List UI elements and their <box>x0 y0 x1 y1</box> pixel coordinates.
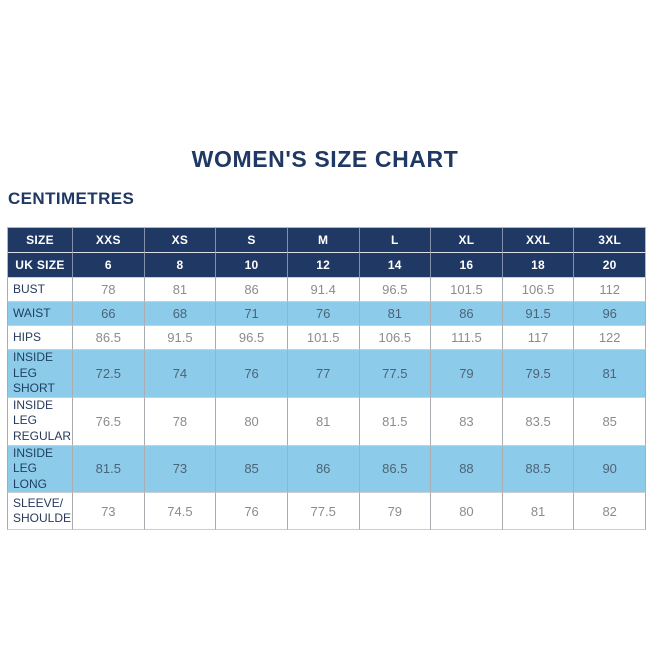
measurement-value-cell: 80 <box>216 397 288 446</box>
measurement-value-cell: 117 <box>502 326 575 350</box>
size-column-header: 3XL <box>574 227 646 253</box>
measurement-value-cell: 81 <box>287 397 360 446</box>
uk-size-value: 6 <box>73 253 145 278</box>
measurement-value-cell: 101.5 <box>431 278 503 302</box>
measurement-value-cell: 86.5 <box>359 445 432 494</box>
measurement-row: INSIDE LEG REGULAR 76.5 78 80 81 81.5 83 83.5 85 <box>7 397 646 446</box>
measurement-value-cell: 81.5 <box>359 397 432 446</box>
measurement-value-cell: 81 <box>502 493 575 531</box>
measurement-value-cell: 74.5 <box>144 493 217 531</box>
measurement-value-cell: 79.5 <box>502 350 575 398</box>
measurement-value-cell: 73 <box>144 445 217 494</box>
measurement-row: BUST 78 81 86 91.4 96.5 101.5 106.5 112 <box>7 278 646 302</box>
measurement-row-label: INSIDE LEG SHORT <box>7 350 73 398</box>
uk-size-value: 10 <box>216 253 288 278</box>
measurement-value-cell: 88.5 <box>502 445 575 494</box>
measurement-value-cell: 77.5 <box>287 493 360 531</box>
measurement-row: WAIST 66 68 71 76 81 86 91.5 96 <box>7 302 646 326</box>
size-header-row: SIZE XXS XS S M L XL XXL 3XL <box>7 227 646 253</box>
measurement-value-cell: 81 <box>359 302 432 326</box>
measurement-value-cell: 78 <box>73 278 145 302</box>
measurement-value-cell: 77.5 <box>359 350 432 398</box>
measurement-value-cell: 66 <box>73 302 145 326</box>
measurement-value-cell: 90 <box>574 445 646 494</box>
size-column-header: XXL <box>502 227 575 253</box>
measurement-value-cell: 88 <box>431 445 503 494</box>
measurement-value-cell: 122 <box>574 326 646 350</box>
measurement-value-cell: 86 <box>287 445 360 494</box>
measurement-row-label: BUST <box>7 278 73 302</box>
uk-size-header-row: UK SIZE 6 8 10 12 14 16 18 20 <box>7 253 646 278</box>
measurement-row: HIPS 86.5 91.5 96.5 101.5 106.5 111.5 117 122 <box>7 326 646 350</box>
measurement-value-cell: 96.5 <box>216 326 288 350</box>
measurement-row: INSIDE LEG SHORT 72.5 74 76 77 77.5 79 79.5 81 <box>7 350 646 398</box>
measurement-value-cell: 76 <box>216 350 288 398</box>
measurement-value-cell: 72.5 <box>73 350 145 398</box>
measurement-value-cell: 80 <box>431 493 503 531</box>
size-column-header: XL <box>431 227 503 253</box>
uk-size-value: 18 <box>502 253 575 278</box>
measurement-value-cell: 91.5 <box>502 302 575 326</box>
measurement-row-label: HIPS <box>7 326 73 350</box>
measurement-row-label: SLEEVE/ SHOULDER <box>7 493 73 531</box>
measurement-value-cell: 79 <box>359 493 432 531</box>
measurement-value-cell: 81 <box>144 278 217 302</box>
measurement-value-cell: 76.5 <box>73 397 145 446</box>
uk-size-value: 16 <box>431 253 503 278</box>
size-column-header: S <box>216 227 288 253</box>
measurement-value-cell: 83 <box>431 397 503 446</box>
measurement-value-cell: 86 <box>431 302 503 326</box>
size-chart-table: SIZE XXS XS S M L XL XXL 3XL UK SIZE 6 8 10 12 14 16 18 2… <box>7 227 646 531</box>
uk-size-value: 14 <box>359 253 432 278</box>
uk-size-value: 12 <box>287 253 360 278</box>
uk-size-label: UK SIZE <box>7 253 73 278</box>
measurement-value-cell: 101.5 <box>287 326 360 350</box>
uk-size-value: 8 <box>144 253 217 278</box>
measurement-value-cell: 83.5 <box>502 397 575 446</box>
measurement-value-cell: 111.5 <box>431 326 503 350</box>
measurement-value-cell: 86.5 <box>73 326 145 350</box>
table-body: BUST 78 81 86 91.4 96.5 101.5 106.5 112 WAIST 66 68… <box>7 278 646 531</box>
measurement-value-cell: 74 <box>144 350 217 398</box>
measurement-value-cell: 106.5 <box>502 278 575 302</box>
page-title: WOMEN'S SIZE CHART <box>191 146 459 172</box>
measurement-value-cell: 81 <box>574 350 646 398</box>
measurement-value-cell: 91.5 <box>144 326 217 350</box>
size-column-header: M <box>287 227 360 253</box>
measurement-row-label: WAIST <box>7 302 73 326</box>
size-column-header: L <box>359 227 432 253</box>
uk-size-value: 20 <box>574 253 646 278</box>
measurement-value-cell: 81.5 <box>73 445 145 494</box>
measurement-value-cell: 96.5 <box>359 278 432 302</box>
measurement-value-cell: 73 <box>73 493 145 531</box>
measurement-row-label: INSIDE LEG LONG <box>7 445 73 494</box>
measurement-row: INSIDE LEG LONG 81.5 73 85 86 86.5 88 88.5 90 <box>7 445 646 494</box>
size-corner-header: SIZE <box>7 227 73 253</box>
size-column-header: XS <box>144 227 217 253</box>
measurement-value-cell: 76 <box>216 493 288 531</box>
measurement-row-label: INSIDE LEG REGULAR <box>7 397 73 446</box>
table-header: SIZE XXS XS S M L XL XXL 3XL UK SIZE 6 8 10 12 14 16 18 2… <box>7 227 646 278</box>
measurement-value-cell: 76 <box>287 302 360 326</box>
measurement-value-cell: 106.5 <box>359 326 432 350</box>
measurement-value-cell: 86 <box>216 278 288 302</box>
measurement-value-cell: 82 <box>574 493 646 531</box>
measurement-value-cell: 71 <box>216 302 288 326</box>
measurement-value-cell: 85 <box>216 445 288 494</box>
measurement-value-cell: 77 <box>287 350 360 398</box>
measurement-value-cell: 112 <box>574 278 646 302</box>
measurement-value-cell: 85 <box>574 397 646 446</box>
measurement-value-cell: 68 <box>144 302 217 326</box>
measurement-value-cell: 79 <box>431 350 503 398</box>
units-heading: CENTIMETRES <box>8 189 135 208</box>
measurement-value-cell: 78 <box>144 397 217 446</box>
measurement-value-cell: 96 <box>574 302 646 326</box>
size-column-header: XXS <box>73 227 145 253</box>
measurement-value-cell: 91.4 <box>287 278 360 302</box>
